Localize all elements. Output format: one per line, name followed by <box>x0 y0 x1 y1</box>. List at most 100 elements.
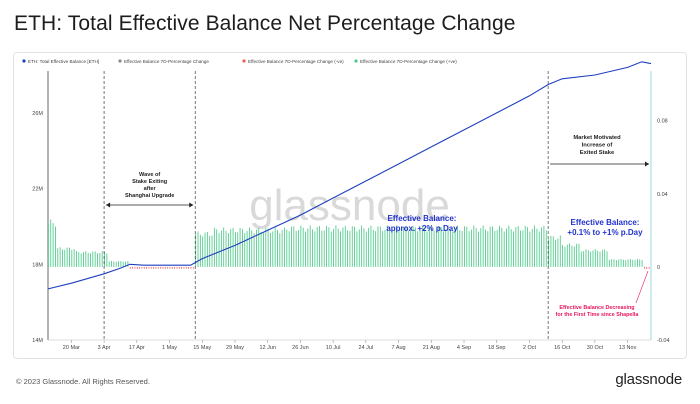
change-bar <box>375 231 377 267</box>
change-bar <box>459 230 461 267</box>
change-bar <box>356 231 358 267</box>
change-bar <box>206 232 208 267</box>
x-tick-label: 2 Oct <box>523 345 537 351</box>
change-bar <box>139 266 141 269</box>
change-bar <box>298 230 299 267</box>
legend-marker-1 <box>118 59 122 63</box>
change-bar <box>90 253 91 267</box>
change-bar <box>629 259 631 267</box>
change-bar <box>396 225 398 267</box>
change-bar <box>431 225 433 267</box>
change-bar <box>286 229 288 267</box>
change-bar <box>176 266 178 269</box>
change-bar <box>64 249 66 267</box>
change-bar <box>471 229 472 267</box>
change-bar <box>622 259 624 267</box>
change-bar <box>195 233 197 267</box>
change-bar <box>260 231 262 267</box>
change-bar <box>573 246 575 267</box>
change-bar <box>620 259 622 267</box>
change-bar <box>508 225 510 267</box>
change-bar <box>335 225 337 267</box>
x-tick-label: 29 May <box>226 345 244 351</box>
change-bar <box>604 249 606 267</box>
change-bar <box>192 266 194 269</box>
change-bar <box>312 229 313 267</box>
change-bar <box>447 225 449 267</box>
change-bar <box>55 226 56 267</box>
change-bar <box>323 230 325 267</box>
change-bar <box>503 231 505 267</box>
change-bar <box>475 228 477 267</box>
change-bar <box>62 249 63 267</box>
change-bar <box>421 225 423 267</box>
change-bar <box>118 261 119 267</box>
change-bar <box>417 231 419 267</box>
change-bar <box>190 266 192 269</box>
y-left-tick-label: 14M <box>32 338 43 344</box>
change-bar <box>237 232 239 267</box>
legend-marker-3 <box>354 59 358 63</box>
change-bar <box>548 239 550 267</box>
x-tick-label: 18 Sep <box>488 345 505 351</box>
change-bar <box>220 230 222 267</box>
balance-line <box>47 61 652 290</box>
change-bar <box>398 229 400 267</box>
change-bar <box>606 251 608 267</box>
annotation-market-motivated-line: Market Motivated <box>573 135 621 141</box>
change-bar <box>641 260 643 267</box>
change-bar <box>368 227 370 267</box>
change-bar <box>57 248 59 267</box>
change-bar <box>80 253 82 267</box>
change-bar <box>99 252 101 267</box>
change-bar <box>157 266 159 269</box>
change-bar <box>183 266 185 269</box>
change-bar <box>267 228 269 267</box>
change-bar <box>97 253 98 267</box>
change-bar <box>412 225 414 267</box>
page-title: ETH: Total Effective Balance Net Percent… <box>14 12 516 35</box>
change-bar <box>578 243 580 267</box>
change-bar <box>199 234 201 267</box>
change-bar <box>536 228 538 267</box>
change-bar <box>482 225 484 267</box>
change-bar <box>506 228 507 267</box>
change-bar <box>48 223 49 267</box>
change-bar <box>300 225 302 267</box>
x-tick-label: 24 Jul <box>359 345 374 351</box>
change-bar <box>496 230 498 267</box>
arrow-shanghai-left-head <box>106 202 111 208</box>
change-bar <box>379 226 381 267</box>
change-bar <box>101 251 103 267</box>
change-bar <box>440 227 442 267</box>
change-bar <box>571 245 573 267</box>
glassnode-logo[interactable]: glassnode <box>615 371 682 388</box>
change-bar <box>134 266 136 269</box>
change-bar <box>50 219 52 267</box>
change-bar <box>492 226 493 267</box>
change-bar <box>552 236 554 267</box>
change-bar <box>136 266 138 269</box>
change-bar <box>230 229 232 267</box>
change-bar <box>566 244 568 267</box>
change-bar <box>485 229 486 267</box>
change-bar <box>351 226 353 267</box>
change-bar <box>295 230 297 267</box>
change-bar <box>125 261 126 267</box>
change-bar <box>120 261 122 267</box>
change-bar <box>625 260 627 267</box>
change-bar <box>457 225 458 267</box>
change-bar <box>164 266 166 269</box>
change-bar <box>113 261 115 267</box>
change-bar <box>466 226 468 267</box>
y-left-tick-label: 22M <box>32 187 43 193</box>
change-bar <box>361 225 363 267</box>
change-bar <box>464 226 465 267</box>
annotation-stake-exiting-line: after <box>144 186 157 192</box>
change-bar <box>403 226 405 267</box>
change-bar <box>428 227 430 267</box>
change-bar <box>639 259 641 267</box>
change-bar <box>531 229 533 267</box>
